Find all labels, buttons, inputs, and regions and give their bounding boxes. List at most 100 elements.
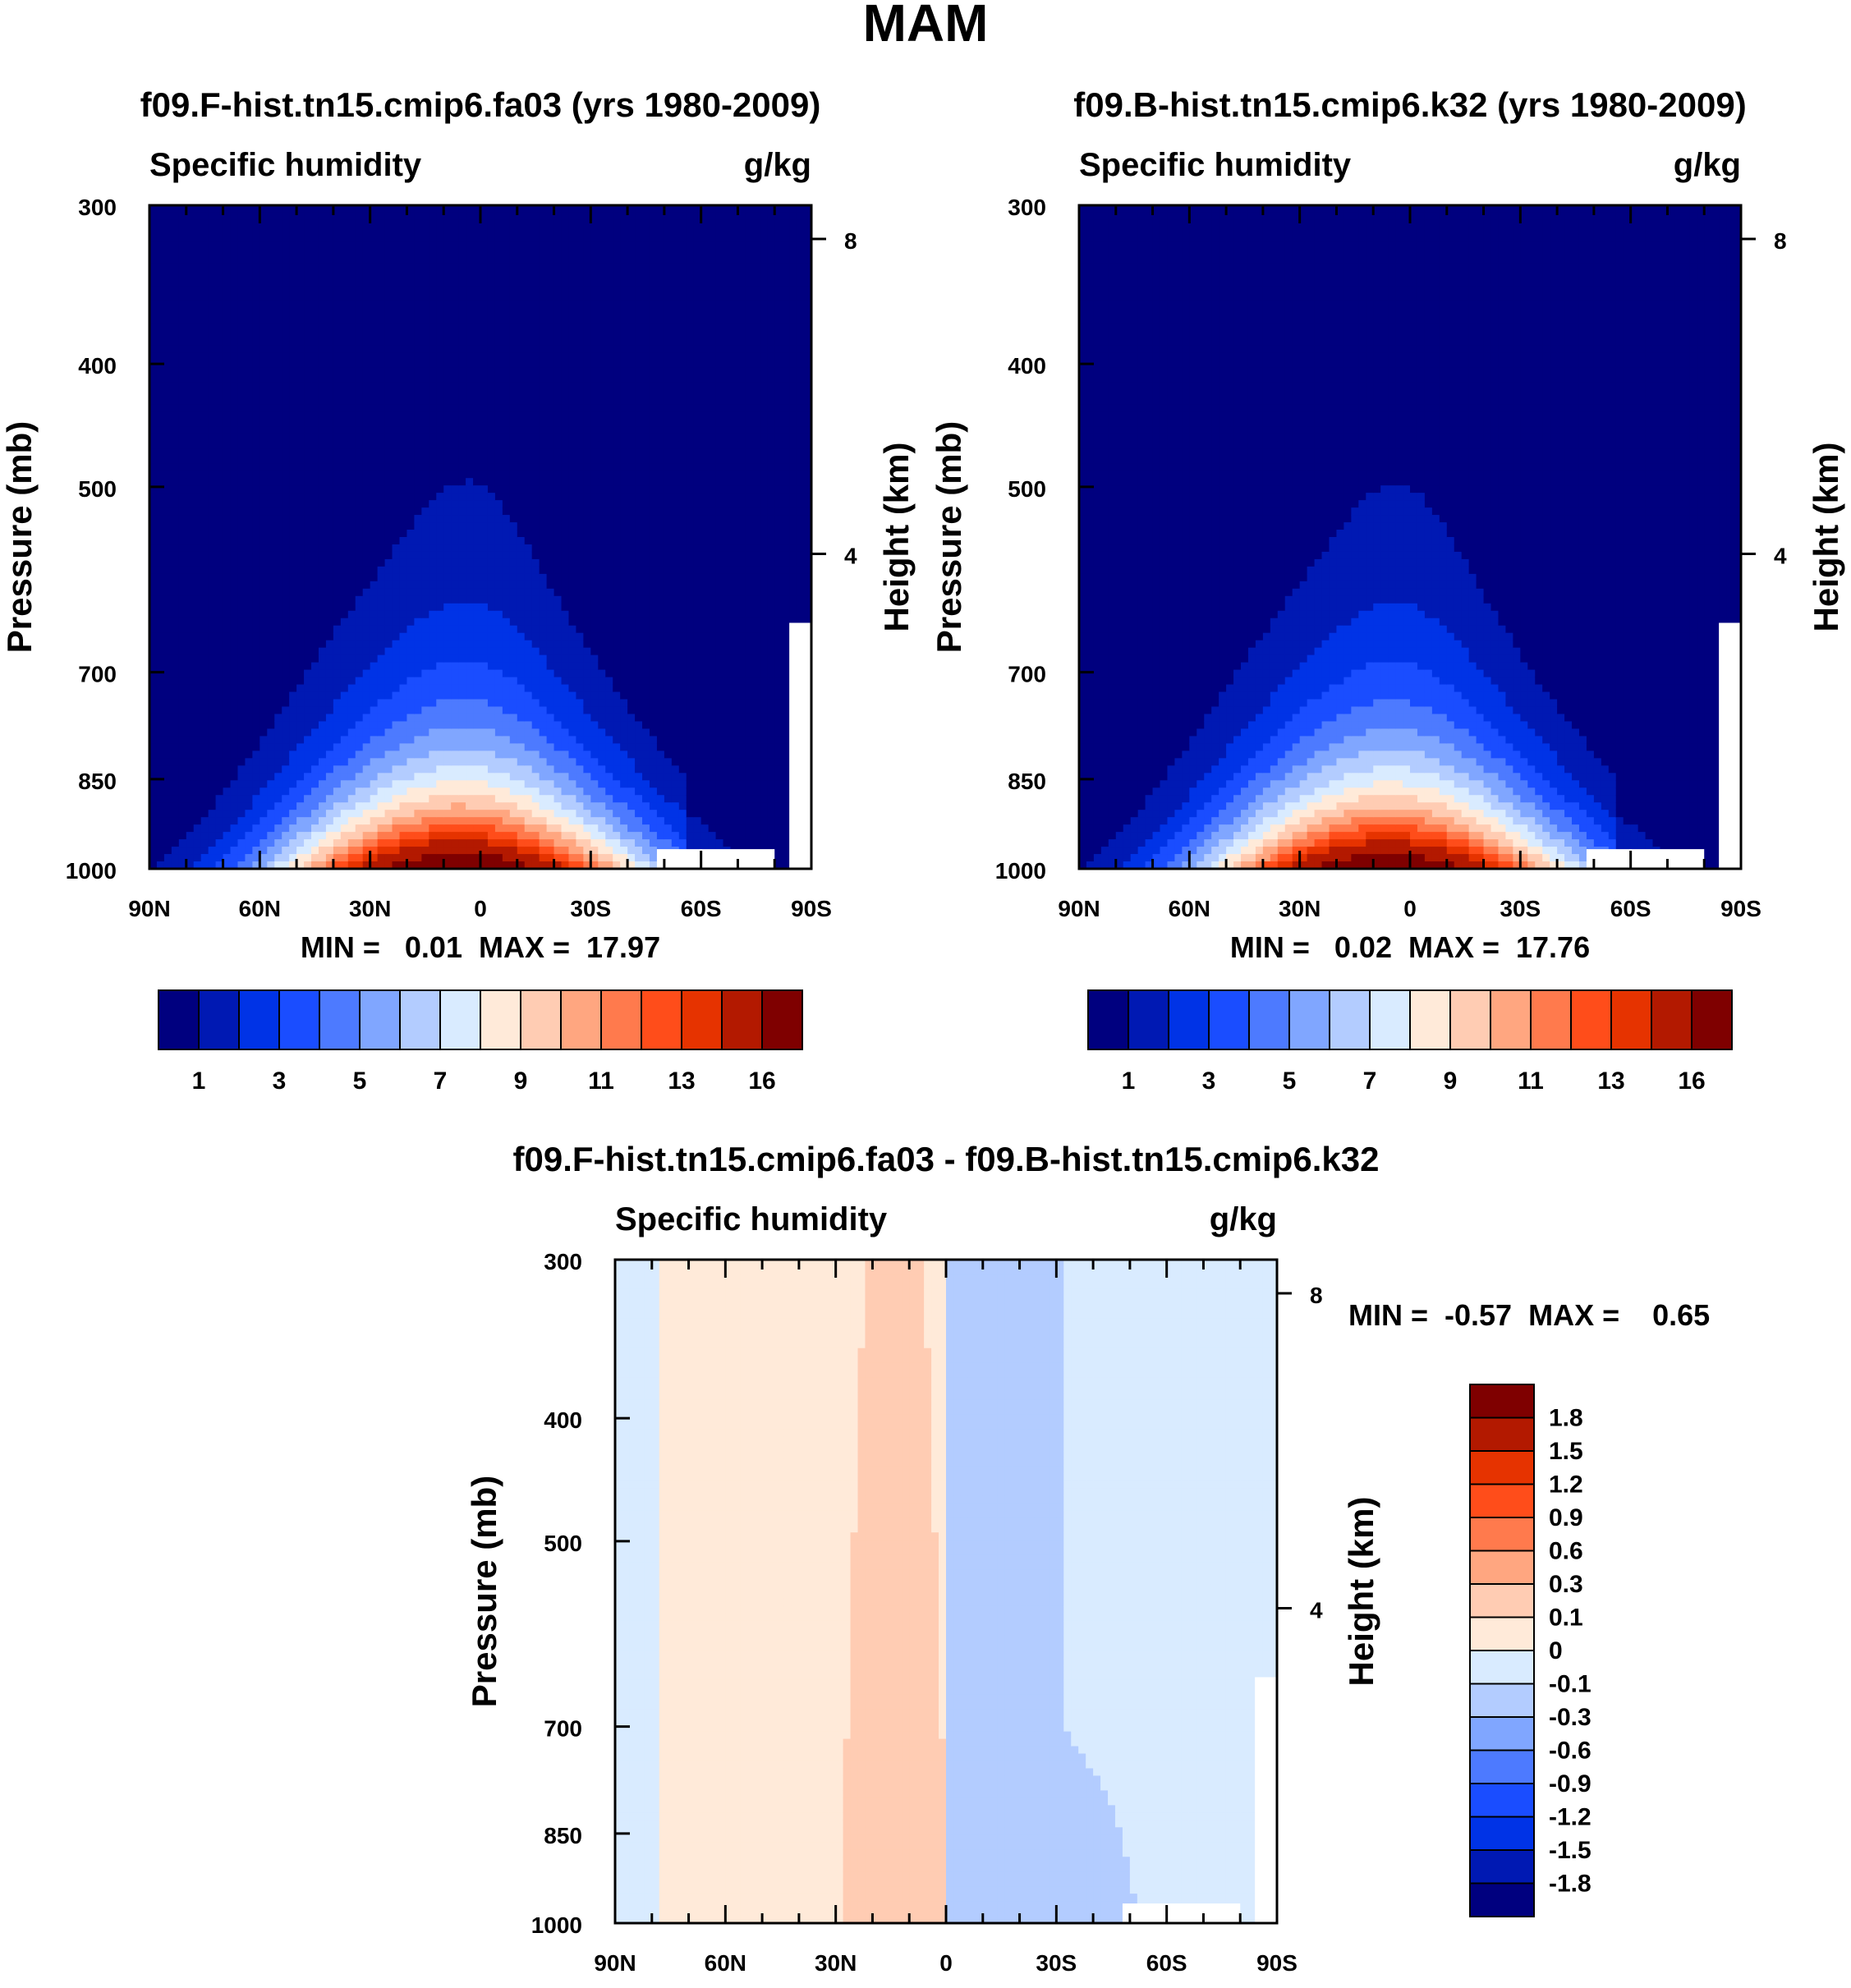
contour-cell	[156, 382, 165, 391]
contour-cell	[200, 780, 209, 788]
contour-cell	[171, 662, 180, 671]
contour-cell	[149, 618, 158, 627]
contour-cell	[304, 352, 312, 361]
contour-cell	[163, 743, 172, 751]
contour-cell	[399, 515, 408, 523]
contour-cell	[458, 337, 466, 347]
contour-cell	[546, 610, 555, 619]
contour-cell	[524, 500, 533, 508]
contour-cell	[458, 566, 466, 575]
contour-cell	[429, 367, 437, 376]
contour-cell	[252, 765, 260, 774]
contour-cell	[171, 654, 180, 663]
contour-cell	[429, 530, 437, 538]
contour-cell	[200, 256, 209, 265]
contour-cell	[539, 699, 548, 708]
contour-cell	[267, 817, 275, 825]
contour-cell	[282, 441, 290, 449]
contour-cell	[531, 765, 540, 774]
contour-cell	[282, 227, 290, 236]
contour-cell	[267, 699, 275, 708]
contour-cell	[289, 212, 297, 221]
contour-cell	[237, 264, 246, 273]
contour-cell	[539, 795, 548, 803]
contour-cell	[325, 478, 334, 486]
contour-cell	[473, 610, 481, 619]
contour-cell	[355, 832, 364, 840]
contour-cell	[362, 728, 371, 737]
contour-cell	[274, 839, 282, 847]
contour-cell	[494, 434, 503, 442]
contour-cell	[539, 832, 548, 840]
contour-cell	[186, 743, 195, 751]
contour-cell	[340, 389, 349, 398]
contour-cell	[304, 249, 312, 258]
contour-cell	[318, 795, 327, 803]
contour-cell	[502, 360, 511, 369]
contour-cell	[370, 684, 379, 693]
contour-cell	[208, 669, 217, 678]
contour-cell	[443, 714, 452, 723]
contour-cell	[289, 847, 297, 855]
contour-cell	[473, 500, 481, 508]
contour-cell	[466, 374, 474, 383]
contour-cell	[458, 419, 466, 427]
contour-cell	[539, 345, 548, 354]
contour-cell	[260, 448, 268, 457]
contour-cell	[421, 507, 429, 516]
contour-cell	[539, 787, 548, 796]
contour-cell	[531, 241, 540, 250]
contour-cell	[318, 404, 327, 412]
contour-cell	[274, 434, 282, 442]
contour-cell	[355, 618, 364, 627]
contour-cell	[392, 448, 401, 457]
contour-cell	[414, 802, 422, 810]
contour-cell	[340, 544, 349, 553]
contour-cell	[171, 293, 180, 302]
contour-cell	[443, 227, 452, 236]
contour-cell	[156, 632, 165, 641]
contour-cell	[399, 773, 408, 781]
contour-cell	[340, 360, 349, 369]
contour-cell	[296, 684, 305, 693]
contour-cell	[325, 632, 334, 641]
contour-cell	[289, 618, 297, 627]
contour-cell	[223, 448, 232, 457]
contour-cell	[267, 588, 275, 597]
contour-cell	[466, 765, 474, 774]
contour-cell	[494, 323, 503, 332]
contour-cell	[539, 448, 548, 457]
contour-cell	[399, 301, 408, 310]
contour-cell	[252, 330, 260, 339]
contour-cell	[487, 441, 496, 449]
contour-cell	[230, 588, 239, 597]
contour-cell	[260, 330, 268, 339]
contour-cell	[392, 595, 401, 604]
contour-cell	[289, 632, 297, 641]
contour-cell	[215, 787, 224, 796]
contour-cell	[230, 758, 239, 766]
contour-cell	[355, 367, 364, 376]
contour-cell	[524, 839, 533, 847]
contour-cell	[289, 588, 297, 597]
contour-cell	[421, 618, 429, 627]
contour-cell	[406, 618, 415, 627]
contour-cell	[274, 654, 282, 663]
contour-cell	[252, 352, 260, 361]
contour-cell	[509, 817, 518, 825]
contour-cell	[384, 699, 393, 708]
contour-cell	[333, 530, 342, 538]
contour-cell	[267, 662, 275, 671]
contour-cell	[487, 618, 496, 627]
contour-cell	[186, 810, 195, 818]
contour-cell	[370, 618, 379, 627]
contour-cell	[340, 669, 349, 678]
contour-cell	[384, 360, 393, 369]
contour-cell	[539, 861, 548, 869]
contour-cell	[480, 817, 489, 825]
contour-cell	[494, 293, 503, 302]
contour-cell	[362, 530, 371, 538]
contour-cell	[399, 374, 408, 383]
contour-cell	[473, 286, 481, 295]
contour-cell	[355, 249, 364, 258]
